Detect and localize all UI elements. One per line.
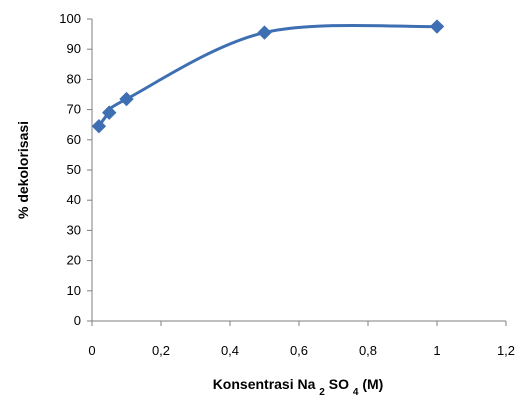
x-tick-label: 0 bbox=[88, 343, 95, 358]
data-point bbox=[429, 19, 445, 34]
ticks: 0 10 20 30 40 50 60 70 80 90 100 0 0,2 0,4 0,6 0,8 1 1,2 bbox=[59, 11, 515, 358]
data-point bbox=[91, 119, 107, 134]
y-tick-label: 10 bbox=[67, 283, 81, 298]
x-tick-label: 1 bbox=[433, 343, 440, 358]
axes bbox=[91, 19, 506, 322]
y-tick-label: 70 bbox=[67, 102, 81, 117]
y-tick-label: 50 bbox=[67, 162, 81, 177]
x-axis-title-sub2: 4 bbox=[353, 387, 359, 398]
markers bbox=[91, 19, 445, 134]
x-axis-title: Konsentrasi Na 2 SO 4 (M) bbox=[213, 376, 384, 398]
y-tick-label: 90 bbox=[67, 41, 81, 56]
x-tick-label: 0,2 bbox=[152, 343, 170, 358]
x-tick-label: 0,4 bbox=[221, 343, 239, 358]
x-tick-label: 0,8 bbox=[359, 343, 377, 358]
y-tick-label: 60 bbox=[67, 132, 81, 147]
y-tick-label: 30 bbox=[67, 222, 81, 237]
x-axis-title-main: Konsentrasi Na bbox=[213, 376, 316, 392]
data-point bbox=[119, 91, 134, 107]
data-point bbox=[102, 105, 117, 120]
y-tick-label: 80 bbox=[67, 71, 81, 86]
series bbox=[97, 23, 439, 128]
x-axis-title-mid: SO bbox=[329, 376, 349, 392]
x-tick-label: 1,2 bbox=[497, 343, 515, 358]
y-tick-label: 20 bbox=[67, 253, 81, 268]
series-line bbox=[97, 23, 439, 128]
data-point bbox=[257, 25, 272, 40]
x-axis-title-sub1: 2 bbox=[319, 387, 325, 398]
y-tick-label: 0 bbox=[74, 313, 81, 328]
y-axis-title: % dekolorisasi bbox=[15, 121, 31, 219]
x-tick-label: 0,6 bbox=[290, 343, 308, 358]
x-axis-title-end: (M) bbox=[362, 376, 383, 392]
y-tick-label: 40 bbox=[67, 192, 81, 207]
y-tick-label: 100 bbox=[59, 11, 81, 26]
